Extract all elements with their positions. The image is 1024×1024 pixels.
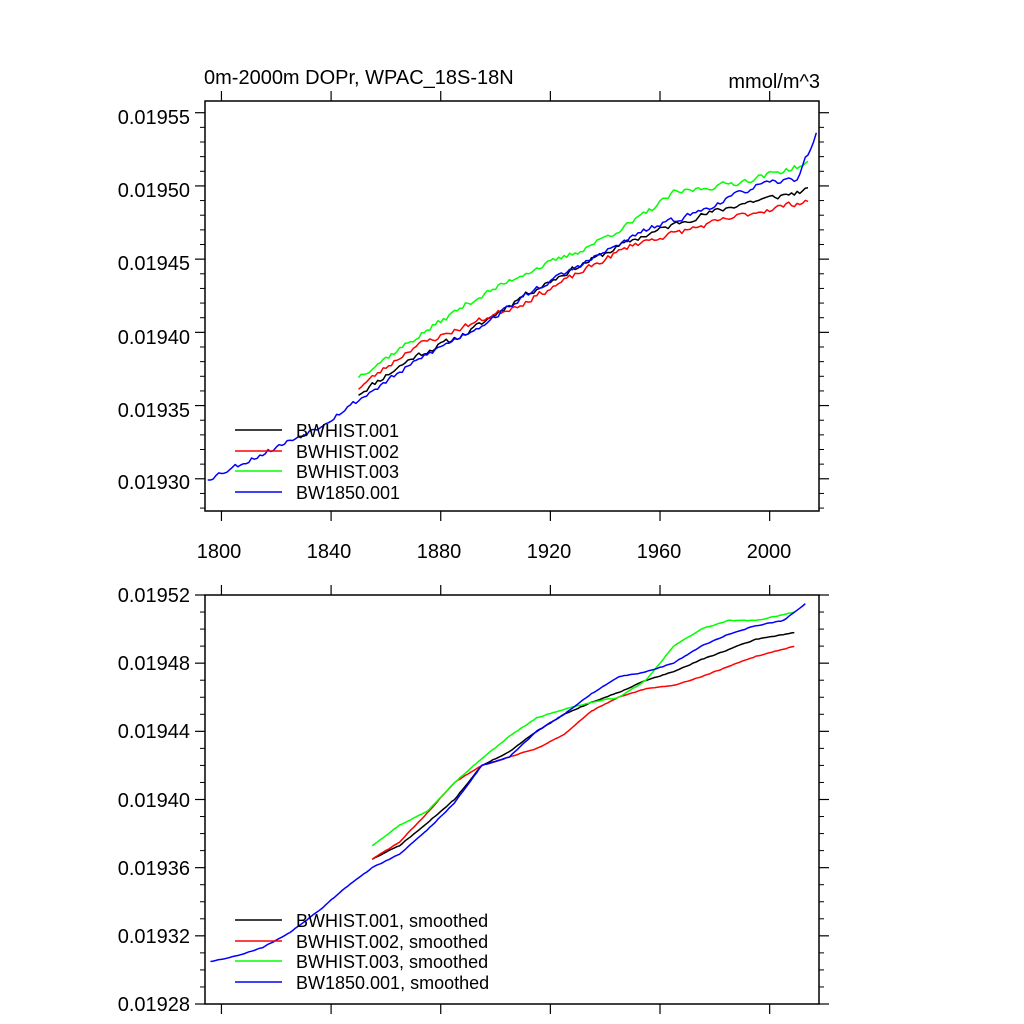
top-series-group	[207, 132, 818, 481]
series-line-bwhist-002	[358, 199, 809, 390]
y-tick-label: 0.01948	[118, 653, 190, 675]
legend-label-bwhist-002: BWHIST.002	[296, 442, 399, 462]
series-line-bwhist-001	[358, 187, 809, 396]
legend-label-bw1850-001: BW1850.001	[296, 483, 400, 503]
legend-label-bwhist-003: BWHIST.003	[296, 462, 399, 482]
legend-label-bwhist-001: BWHIST.001	[296, 421, 399, 441]
bottom-y-tick-labels: 0.01928 0.01932 0.01936 0.01940 0.01944 …	[118, 585, 190, 1016]
y-tick-label: 0.01935	[118, 400, 190, 422]
y-tick-label: 0.01945	[118, 253, 190, 275]
x-tick-label: 1840	[307, 541, 352, 563]
x-tick-label: 1880	[417, 541, 462, 563]
series-line-bwhist-003	[357, 160, 809, 379]
x-tick-label: 2000	[747, 541, 792, 563]
bottom-axis-ticks	[195, 585, 829, 1014]
series-line-bwhist-003-smoothed	[371, 611, 795, 847]
top-panel-title: 0m-2000m DOPr, WPAC_18S-18N	[204, 67, 514, 89]
top-plot-frame	[204, 100, 820, 512]
series-line-bw1850-001-smoothed	[210, 603, 806, 963]
y-tick-label: 0.01932	[118, 926, 190, 948]
bottom-panel: 0.01928 0.01932 0.01936 0.01940 0.01944 …	[118, 585, 829, 1016]
y-tick-label: 0.01936	[118, 858, 190, 880]
series-line-bw1850-001	[207, 132, 818, 481]
y-tick-label: 0.01950	[118, 180, 190, 202]
series-line-bwhist-002-smoothed	[371, 645, 795, 860]
top-legend: BWHIST.001 BWHIST.002 BWHIST.003 BW1850.…	[235, 421, 400, 503]
y-tick-label: 0.01944	[118, 721, 190, 743]
x-tick-label: 1800	[197, 541, 242, 563]
bottom-legend: BWHIST.001, smoothed BWHIST.002, smoothe…	[235, 911, 489, 993]
bottom-series-group	[210, 603, 806, 963]
top-axis-ticks	[195, 91, 829, 521]
top-y-tick-labels: 0.01930 0.01935 0.01940 0.01945 0.01950 …	[118, 107, 190, 494]
x-tick-label: 1960	[637, 541, 682, 563]
x-tick-label: 1920	[527, 541, 572, 563]
y-tick-label: 0.01930	[118, 472, 190, 494]
series-line-bwhist-001-smoothed	[371, 631, 795, 860]
legend-label-bw1850-001-smoothed: BW1850.001, smoothed	[296, 973, 489, 993]
y-tick-label: 0.01952	[118, 585, 190, 607]
legend-label-bwhist-001-smoothed: BWHIST.001, smoothed	[296, 911, 488, 931]
y-tick-label: 0.01928	[118, 994, 190, 1016]
legend-label-bwhist-002-smoothed: BWHIST.002, smoothed	[296, 932, 488, 952]
top-panel: 0m-2000m DOPr, WPAC_18S-18N mmol/m^3 180…	[118, 67, 829, 563]
top-panel-units: mmol/m^3	[728, 71, 820, 93]
y-tick-label: 0.01955	[118, 107, 190, 129]
y-tick-label: 0.01940	[118, 327, 190, 349]
top-x-tick-labels: 1800 1840 1880 1920 1960 2000	[197, 541, 792, 563]
legend-label-bwhist-003-smoothed: BWHIST.003, smoothed	[296, 952, 488, 972]
y-tick-label: 0.01940	[118, 790, 190, 812]
